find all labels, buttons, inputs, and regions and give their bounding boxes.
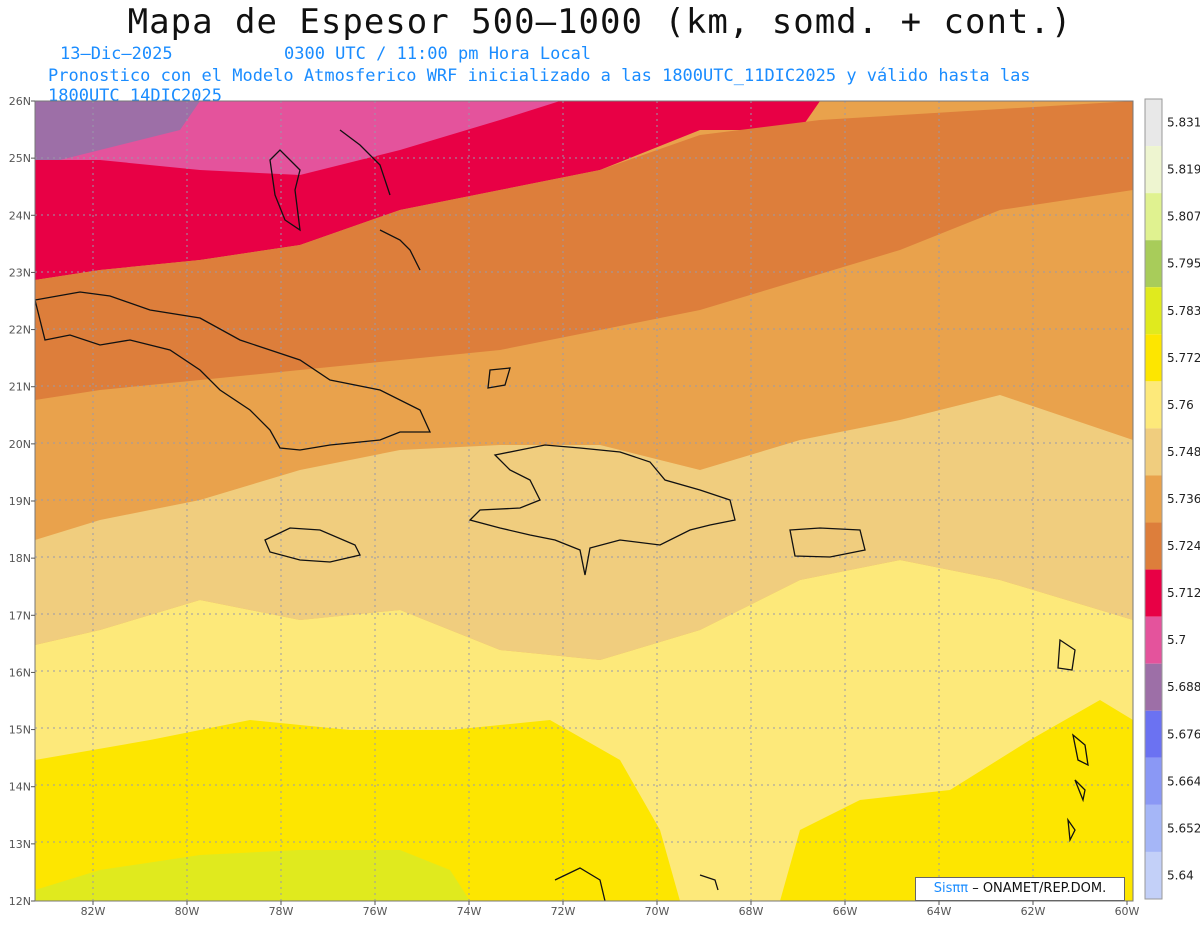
colorbar-swatch: [1145, 757, 1162, 805]
lat-label: 14N: [9, 781, 31, 794]
bonaire-outline: [699, 874, 719, 891]
bahamas-eleuthera: [339, 129, 391, 196]
colorbar-swatch: [1145, 99, 1162, 147]
date-label: 13—Dic—2025: [60, 44, 173, 64]
colorbar-label: 5.7: [1167, 633, 1186, 647]
band-5760: [35, 395, 1133, 660]
lat-label: 26N: [9, 95, 31, 108]
map-title: Mapa de Espesor 500—1000 (km, somd. + co…: [127, 2, 1073, 42]
colorbar-label: 5.795: [1167, 257, 1200, 271]
lon-label: 68W: [739, 905, 764, 918]
coastlines: [35, 129, 1089, 901]
lat-label: 24N: [9, 209, 31, 222]
colorbar-swatch: [1145, 381, 1162, 429]
latitude-labels: 26N 25N 24N 23N 22N 21N 20N 19N 18N 17N 16N 15N 14N 1…: [9, 95, 35, 908]
colorbar-label: 5.664: [1167, 774, 1200, 788]
band-5783-east: [780, 700, 1133, 901]
band-5724: [35, 101, 1133, 400]
colorbar-swatch: [1145, 851, 1162, 899]
hispaniola-outline: [468, 444, 736, 576]
colorbar-label: 5.64: [1167, 868, 1194, 882]
curacao-aruba-outline: [554, 867, 606, 901]
colorbar-swatch: [1145, 428, 1162, 476]
lon-label: 60W: [1115, 905, 1140, 918]
lon-label: 62W: [1021, 905, 1046, 918]
colorbar-label: 5.676: [1167, 727, 1200, 741]
credit-text: – ONAMET/REP.DOM.: [968, 881, 1107, 896]
lat-label: 19N: [9, 495, 31, 508]
lon-label: 72W: [551, 905, 576, 918]
cuba-outline: [35, 291, 432, 451]
colorbar: 5.831 5.819 5.807 5.795 5.783 5.772 5.76 5.748 5…: [1144, 98, 1200, 900]
colorbar-label: 5.712: [1167, 586, 1200, 600]
bahamas-long-island: [379, 229, 421, 271]
colorbar-swatch: [1145, 616, 1162, 664]
colorbar-swatch: [1145, 146, 1162, 194]
saint-lucia-outline: [1074, 779, 1086, 803]
lat-label: 22N: [9, 324, 31, 337]
longitude-labels: 82W 80W 78W 76W 74W 72W 70W 68W 66W 64W 62W 60W: [81, 901, 1140, 918]
bahamas-outline: [269, 149, 301, 232]
lon-label: 74W: [457, 905, 482, 918]
colorbar-label: 5.748: [1167, 445, 1200, 459]
martinique-outline: [1072, 733, 1089, 767]
band-5712: [35, 101, 820, 280]
band-5795: [35, 850, 470, 901]
lon-label: 78W: [269, 905, 294, 918]
colorbar-label: 5.652: [1167, 821, 1200, 835]
colorbar-label: 5.831: [1167, 116, 1200, 130]
colorbar-swatch: [1145, 569, 1162, 617]
colorbar-label: 5.76: [1167, 398, 1194, 412]
colorbar-swatch: [1145, 804, 1162, 852]
colorbar-label: 5.736: [1167, 492, 1200, 506]
great-inagua-outline: [487, 367, 511, 389]
colorbar-swatch: [1145, 240, 1162, 288]
saint-vincent-outline: [1067, 817, 1076, 843]
lat-label: 15N: [9, 724, 31, 737]
band-5688: [35, 101, 200, 160]
lon-label: 66W: [833, 905, 858, 918]
colorbar-frame: [1144, 98, 1163, 900]
thickness-fill-layer: [35, 101, 1133, 901]
lat-label: 13N: [9, 838, 31, 851]
lon-label: 82W: [81, 905, 106, 918]
puerto-rico-outline: [789, 527, 866, 558]
colorbar-swatch: [1145, 522, 1162, 570]
lon-label: 70W: [645, 905, 670, 918]
colorbar-label: 5.807: [1167, 210, 1200, 224]
jamaica-outline: [264, 527, 361, 563]
colorbar-label: 5.724: [1167, 539, 1200, 553]
colorbar-swatch: [1145, 663, 1162, 711]
colorbar-swatch: [1145, 475, 1162, 523]
colorbar-label: 5.772: [1167, 351, 1200, 365]
lat-label: 23N: [9, 266, 31, 279]
lat-label: 16N: [9, 666, 31, 679]
guadeloupe-outline: [1057, 638, 1076, 671]
lat-label: 12N: [9, 895, 31, 908]
lon-label: 80W: [175, 905, 200, 918]
colorbar-label: 5.819: [1167, 163, 1200, 177]
colorbar-swatch: [1145, 710, 1162, 758]
lon-label: 64W: [927, 905, 952, 918]
colorbar-swatch: [1145, 193, 1162, 241]
sispi-logo-text: Sisππ: [933, 881, 969, 896]
lat-label: 25N: [9, 152, 31, 165]
lat-label: 20N: [9, 438, 31, 451]
colorbar-swatch: [1145, 334, 1162, 382]
colorbar-label: 5.688: [1167, 680, 1200, 694]
colorbar-swatch: [1145, 287, 1162, 335]
lat-label: 17N: [9, 609, 31, 622]
lat-label: 21N: [9, 381, 31, 394]
colorbar-label: 5.783: [1167, 304, 1200, 318]
time-label: 0300 UTC / 11:00 pm Hora Local: [284, 44, 592, 64]
credit-box: Sisππ – ONAMET/REP.DOM.: [915, 877, 1125, 901]
lon-label: 76W: [363, 905, 388, 918]
gridlines: [35, 101, 1133, 901]
lat-label: 18N: [9, 552, 31, 565]
